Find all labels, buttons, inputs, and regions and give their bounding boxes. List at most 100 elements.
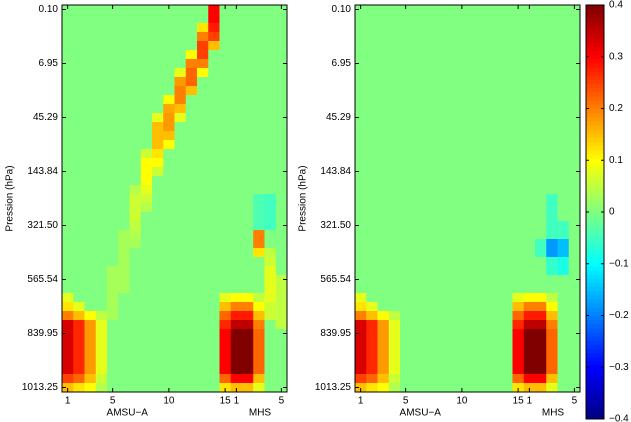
colorbar-cell bbox=[586, 224, 604, 230]
heatmap-cell bbox=[253, 266, 265, 276]
heatmap-cell bbox=[501, 230, 513, 240]
heatmap-cell bbox=[129, 149, 142, 159]
heatmap-cell bbox=[95, 167, 108, 177]
heatmap-cell bbox=[557, 50, 570, 60]
colorbar-cell bbox=[586, 203, 604, 209]
heatmap-cell bbox=[478, 122, 491, 132]
heatmap-cell bbox=[366, 158, 378, 168]
heatmap-cell bbox=[366, 203, 378, 213]
heatmap-cell bbox=[422, 275, 435, 285]
heatmap-cell bbox=[512, 5, 525, 15]
heatmap-cell bbox=[490, 86, 502, 96]
heatmap-cell bbox=[219, 383, 232, 393]
heatmap-cell bbox=[422, 221, 435, 231]
heatmap-cell bbox=[377, 41, 390, 51]
heatmap-cell bbox=[118, 113, 130, 123]
heatmap-cell bbox=[118, 275, 130, 285]
heatmap-cell bbox=[242, 365, 254, 375]
colorbar-cell bbox=[586, 414, 604, 420]
heatmap-cell bbox=[242, 5, 254, 15]
heatmap-cell bbox=[411, 140, 423, 150]
heatmap-cell bbox=[95, 5, 108, 15]
heatmap-cell bbox=[95, 140, 108, 150]
heatmap-cell bbox=[523, 284, 536, 294]
heatmap-cell bbox=[355, 149, 367, 159]
heatmap-cell bbox=[264, 203, 277, 213]
heatmap-cell bbox=[478, 104, 491, 114]
heatmap-cell bbox=[445, 176, 457, 186]
heatmap-cell bbox=[152, 293, 164, 303]
colorbar-cell bbox=[586, 108, 604, 114]
heatmap-cell bbox=[197, 293, 209, 303]
colorbar-cell bbox=[586, 174, 604, 180]
heatmap-cell bbox=[84, 239, 97, 249]
heatmap-cell bbox=[62, 347, 74, 357]
heatmap-cell bbox=[433, 185, 446, 195]
heatmap-cell bbox=[535, 284, 547, 294]
heatmap-cell bbox=[230, 329, 243, 339]
heatmap-cell bbox=[140, 122, 153, 132]
heatmap-cell bbox=[275, 167, 288, 177]
heatmap-cell bbox=[152, 185, 164, 195]
heatmap-cell bbox=[230, 158, 243, 168]
heatmap-cell bbox=[163, 158, 175, 168]
heatmap-cell bbox=[411, 230, 423, 240]
heatmap-cell bbox=[535, 59, 547, 69]
heatmap-cell bbox=[411, 320, 423, 330]
heatmap-cell bbox=[377, 113, 390, 123]
heatmap-cell bbox=[264, 122, 277, 132]
heatmap-cell bbox=[355, 293, 367, 303]
heatmap-cell bbox=[546, 284, 558, 294]
heatmap-cell bbox=[275, 212, 288, 222]
heatmap-cell bbox=[84, 68, 97, 78]
heatmap-cell bbox=[73, 257, 85, 267]
heatmap-cell bbox=[219, 32, 232, 42]
heatmap-cell bbox=[411, 86, 423, 96]
colorbar-cell bbox=[586, 216, 604, 221]
heatmap-cell bbox=[62, 293, 74, 303]
heatmap-cell bbox=[388, 77, 401, 87]
heatmap-cell bbox=[275, 68, 288, 78]
heatmap-cell bbox=[73, 140, 85, 150]
heatmap-cell bbox=[400, 185, 412, 195]
heatmap-cell bbox=[197, 5, 209, 15]
heatmap-cell bbox=[366, 293, 378, 303]
heatmap-cell bbox=[242, 329, 254, 339]
heatmap-cell bbox=[107, 338, 119, 348]
heatmap-cell bbox=[219, 59, 232, 69]
heatmap-cell bbox=[557, 212, 570, 222]
heatmap-cell bbox=[107, 185, 119, 195]
heatmap-cell bbox=[388, 41, 401, 51]
heatmap-cell bbox=[140, 302, 153, 312]
heatmap-cell bbox=[185, 194, 198, 204]
colorbar-cell bbox=[586, 83, 604, 89]
heatmap-cell bbox=[557, 230, 570, 240]
heatmap-cell bbox=[219, 140, 232, 150]
heatmap-cell bbox=[535, 203, 547, 213]
heatmap-cell bbox=[197, 338, 209, 348]
heatmap-cell bbox=[219, 203, 232, 213]
heatmap-cell bbox=[242, 104, 254, 114]
heatmap-cell bbox=[388, 122, 401, 132]
plot-frame bbox=[61, 4, 288, 393]
heatmap-cell bbox=[490, 176, 502, 186]
heatmap-cell bbox=[73, 338, 85, 348]
heatmap-cell bbox=[557, 167, 570, 177]
heatmap-cell bbox=[467, 77, 480, 87]
heatmap-cell bbox=[355, 284, 367, 294]
heatmap-cell bbox=[275, 77, 288, 87]
heatmap-cell bbox=[467, 68, 480, 78]
heatmap-cell bbox=[84, 131, 97, 141]
heatmap-cell bbox=[523, 32, 536, 42]
heatmap-cell bbox=[84, 212, 97, 222]
heatmap-cell bbox=[129, 50, 142, 60]
heatmap-cell bbox=[73, 59, 85, 69]
colorbar-cell bbox=[586, 100, 604, 105]
heatmap-cell bbox=[546, 374, 558, 384]
heatmap-cell bbox=[512, 122, 525, 132]
heatmap-cell bbox=[219, 365, 232, 375]
heatmap-cell bbox=[275, 347, 288, 357]
heatmap-cell bbox=[152, 383, 164, 393]
heatmap-cell bbox=[388, 104, 401, 114]
heatmap-cell bbox=[557, 77, 570, 87]
